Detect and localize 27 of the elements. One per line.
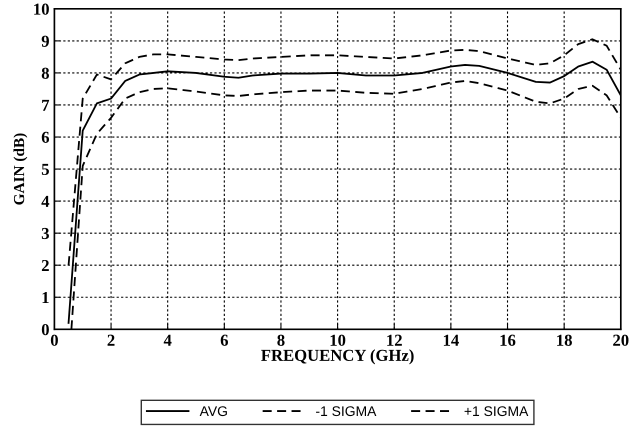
- x-tick-label: 20: [613, 334, 628, 346]
- x-tick-label: 18: [557, 334, 572, 346]
- x-axis-title: FREQUENCY (GHz): [261, 349, 414, 364]
- x-tick-label: 10: [330, 334, 346, 346]
- y-axis-title: GAIN (dB): [13, 133, 28, 205]
- y-tick-label: 5: [42, 164, 49, 176]
- y-tick-label: 2: [42, 260, 49, 271]
- x-tick-label: 16: [500, 334, 516, 346]
- x-tick-label: 2: [108, 334, 114, 346]
- y-tick-label: 1: [42, 292, 49, 304]
- y-tick-label: 7: [42, 100, 50, 111]
- y-tick-label: 0: [42, 324, 49, 336]
- y-tick-label: 3: [42, 228, 49, 240]
- x-tick-label: 0: [50, 334, 58, 346]
- y-tick-label: 8: [42, 68, 49, 79]
- y-tick-label: 6: [42, 132, 50, 143]
- y-tick-label: 10: [34, 4, 49, 15]
- y-tick-label: 4: [41, 196, 50, 207]
- y-tick-label: 9: [42, 36, 49, 47]
- x-tick-label: 4: [164, 334, 172, 346]
- x-tick-label: 14: [444, 334, 459, 346]
- x-tick-label: 8: [277, 334, 285, 346]
- legend-label: AVG: [200, 406, 227, 416]
- x-tick-label: 6: [220, 334, 228, 346]
- x-tick-label: 12: [387, 334, 402, 346]
- legend-label: -1 SIGMA: [316, 406, 376, 416]
- legend-label: +1 SIGMA: [464, 406, 528, 416]
